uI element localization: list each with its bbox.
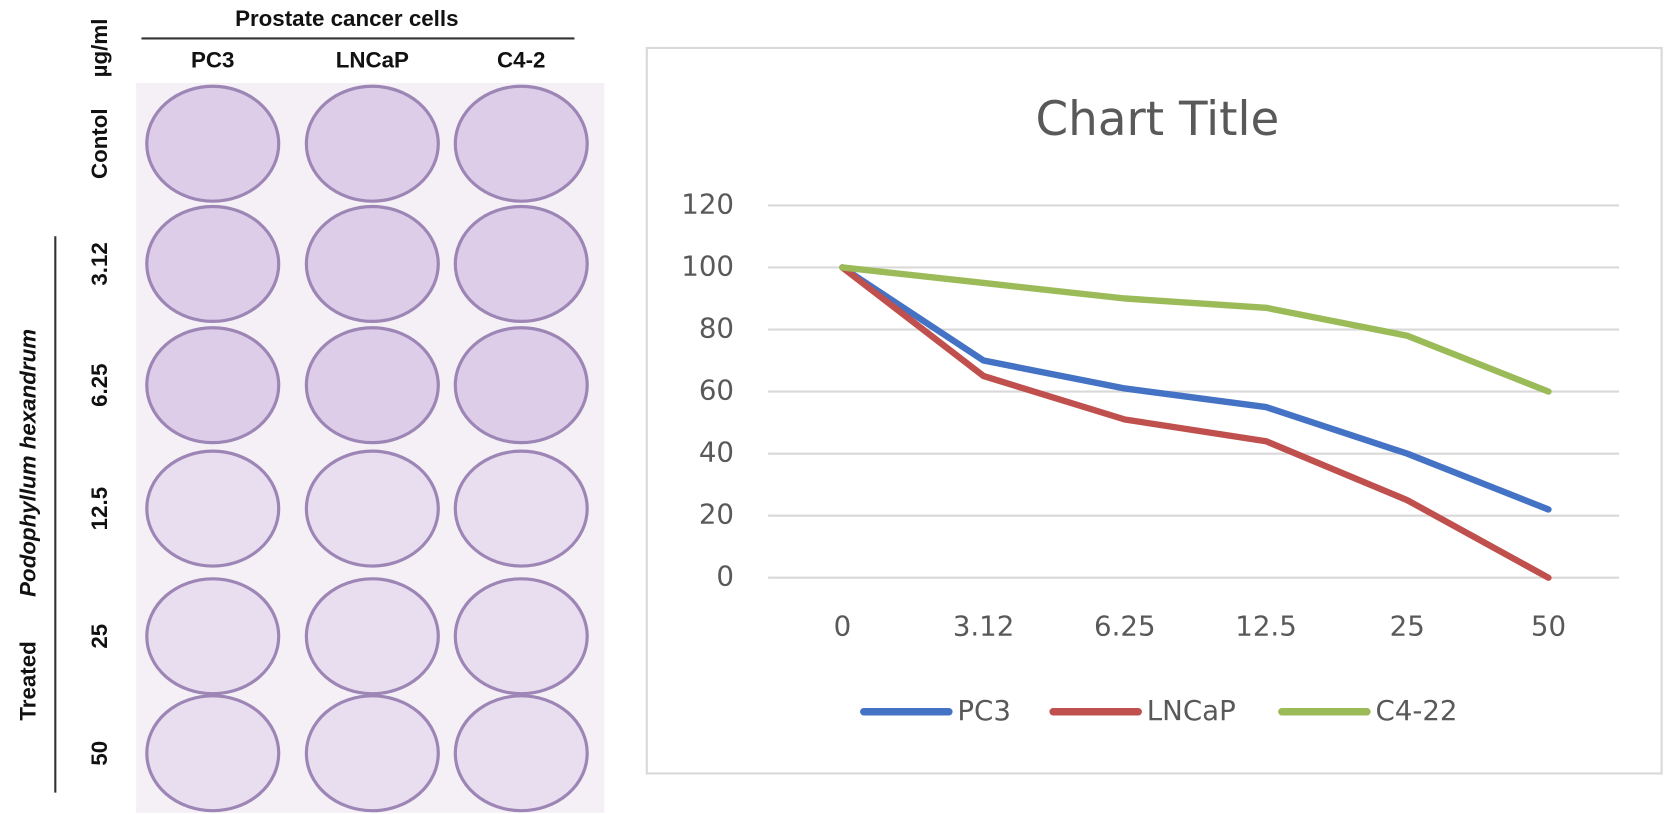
- legend-label: LNCaP: [1147, 694, 1236, 727]
- column-label: C4-2: [497, 48, 545, 73]
- well: [455, 579, 587, 694]
- chart-frame: [647, 48, 1662, 773]
- y-tick-label: 100: [681, 249, 734, 282]
- y-tick-label: 0: [716, 560, 734, 593]
- agent-label: Podophyllum hexandrum: [16, 329, 41, 597]
- well: [147, 451, 279, 566]
- row-label: Contol: [87, 108, 112, 179]
- well: [147, 328, 279, 443]
- y-tick-label: 40: [699, 436, 734, 469]
- y-tick-label: 60: [699, 374, 734, 407]
- well: [455, 696, 587, 811]
- row-label: 25: [87, 624, 112, 649]
- x-tick-label: 25: [1390, 610, 1425, 643]
- chart-title: Chart Title: [1036, 93, 1280, 147]
- well: [455, 86, 587, 201]
- x-tick-label: 12.5: [1235, 610, 1297, 643]
- well: [306, 579, 438, 694]
- well: [147, 206, 279, 321]
- x-tick-label: 3.12: [953, 610, 1015, 643]
- column-label: PC3: [191, 48, 234, 73]
- figure-header: Prostate cancer cells: [235, 6, 458, 31]
- x-tick-label: 50: [1531, 610, 1566, 643]
- well: [306, 451, 438, 566]
- unit-label: µg/ml: [87, 19, 112, 78]
- well: [455, 451, 587, 566]
- x-tick-label: 6.25: [1094, 610, 1156, 643]
- column-label: LNCaP: [336, 48, 409, 73]
- y-tick-label: 80: [699, 312, 734, 345]
- treated-label: Treated: [16, 641, 41, 720]
- row-label: 12.5: [87, 487, 112, 530]
- well: [455, 328, 587, 443]
- row-label: 50: [87, 741, 112, 766]
- legend-label: PC3: [957, 694, 1011, 727]
- well: [455, 206, 587, 321]
- y-tick-label: 120: [681, 187, 734, 220]
- well: [306, 86, 438, 201]
- row-label: 3.12: [87, 242, 112, 285]
- y-tick-label: 20: [699, 498, 734, 531]
- row-label: 6.25: [87, 363, 112, 406]
- page: Prostate cancer cells µg/ml Treated Podo…: [0, 0, 1668, 814]
- well: [306, 696, 438, 811]
- well: [306, 328, 438, 443]
- well: [147, 579, 279, 694]
- well: [306, 206, 438, 321]
- legend-label: C4-22: [1375, 694, 1457, 727]
- well: [147, 86, 279, 201]
- well: [147, 696, 279, 811]
- x-tick-label: 0: [834, 610, 852, 643]
